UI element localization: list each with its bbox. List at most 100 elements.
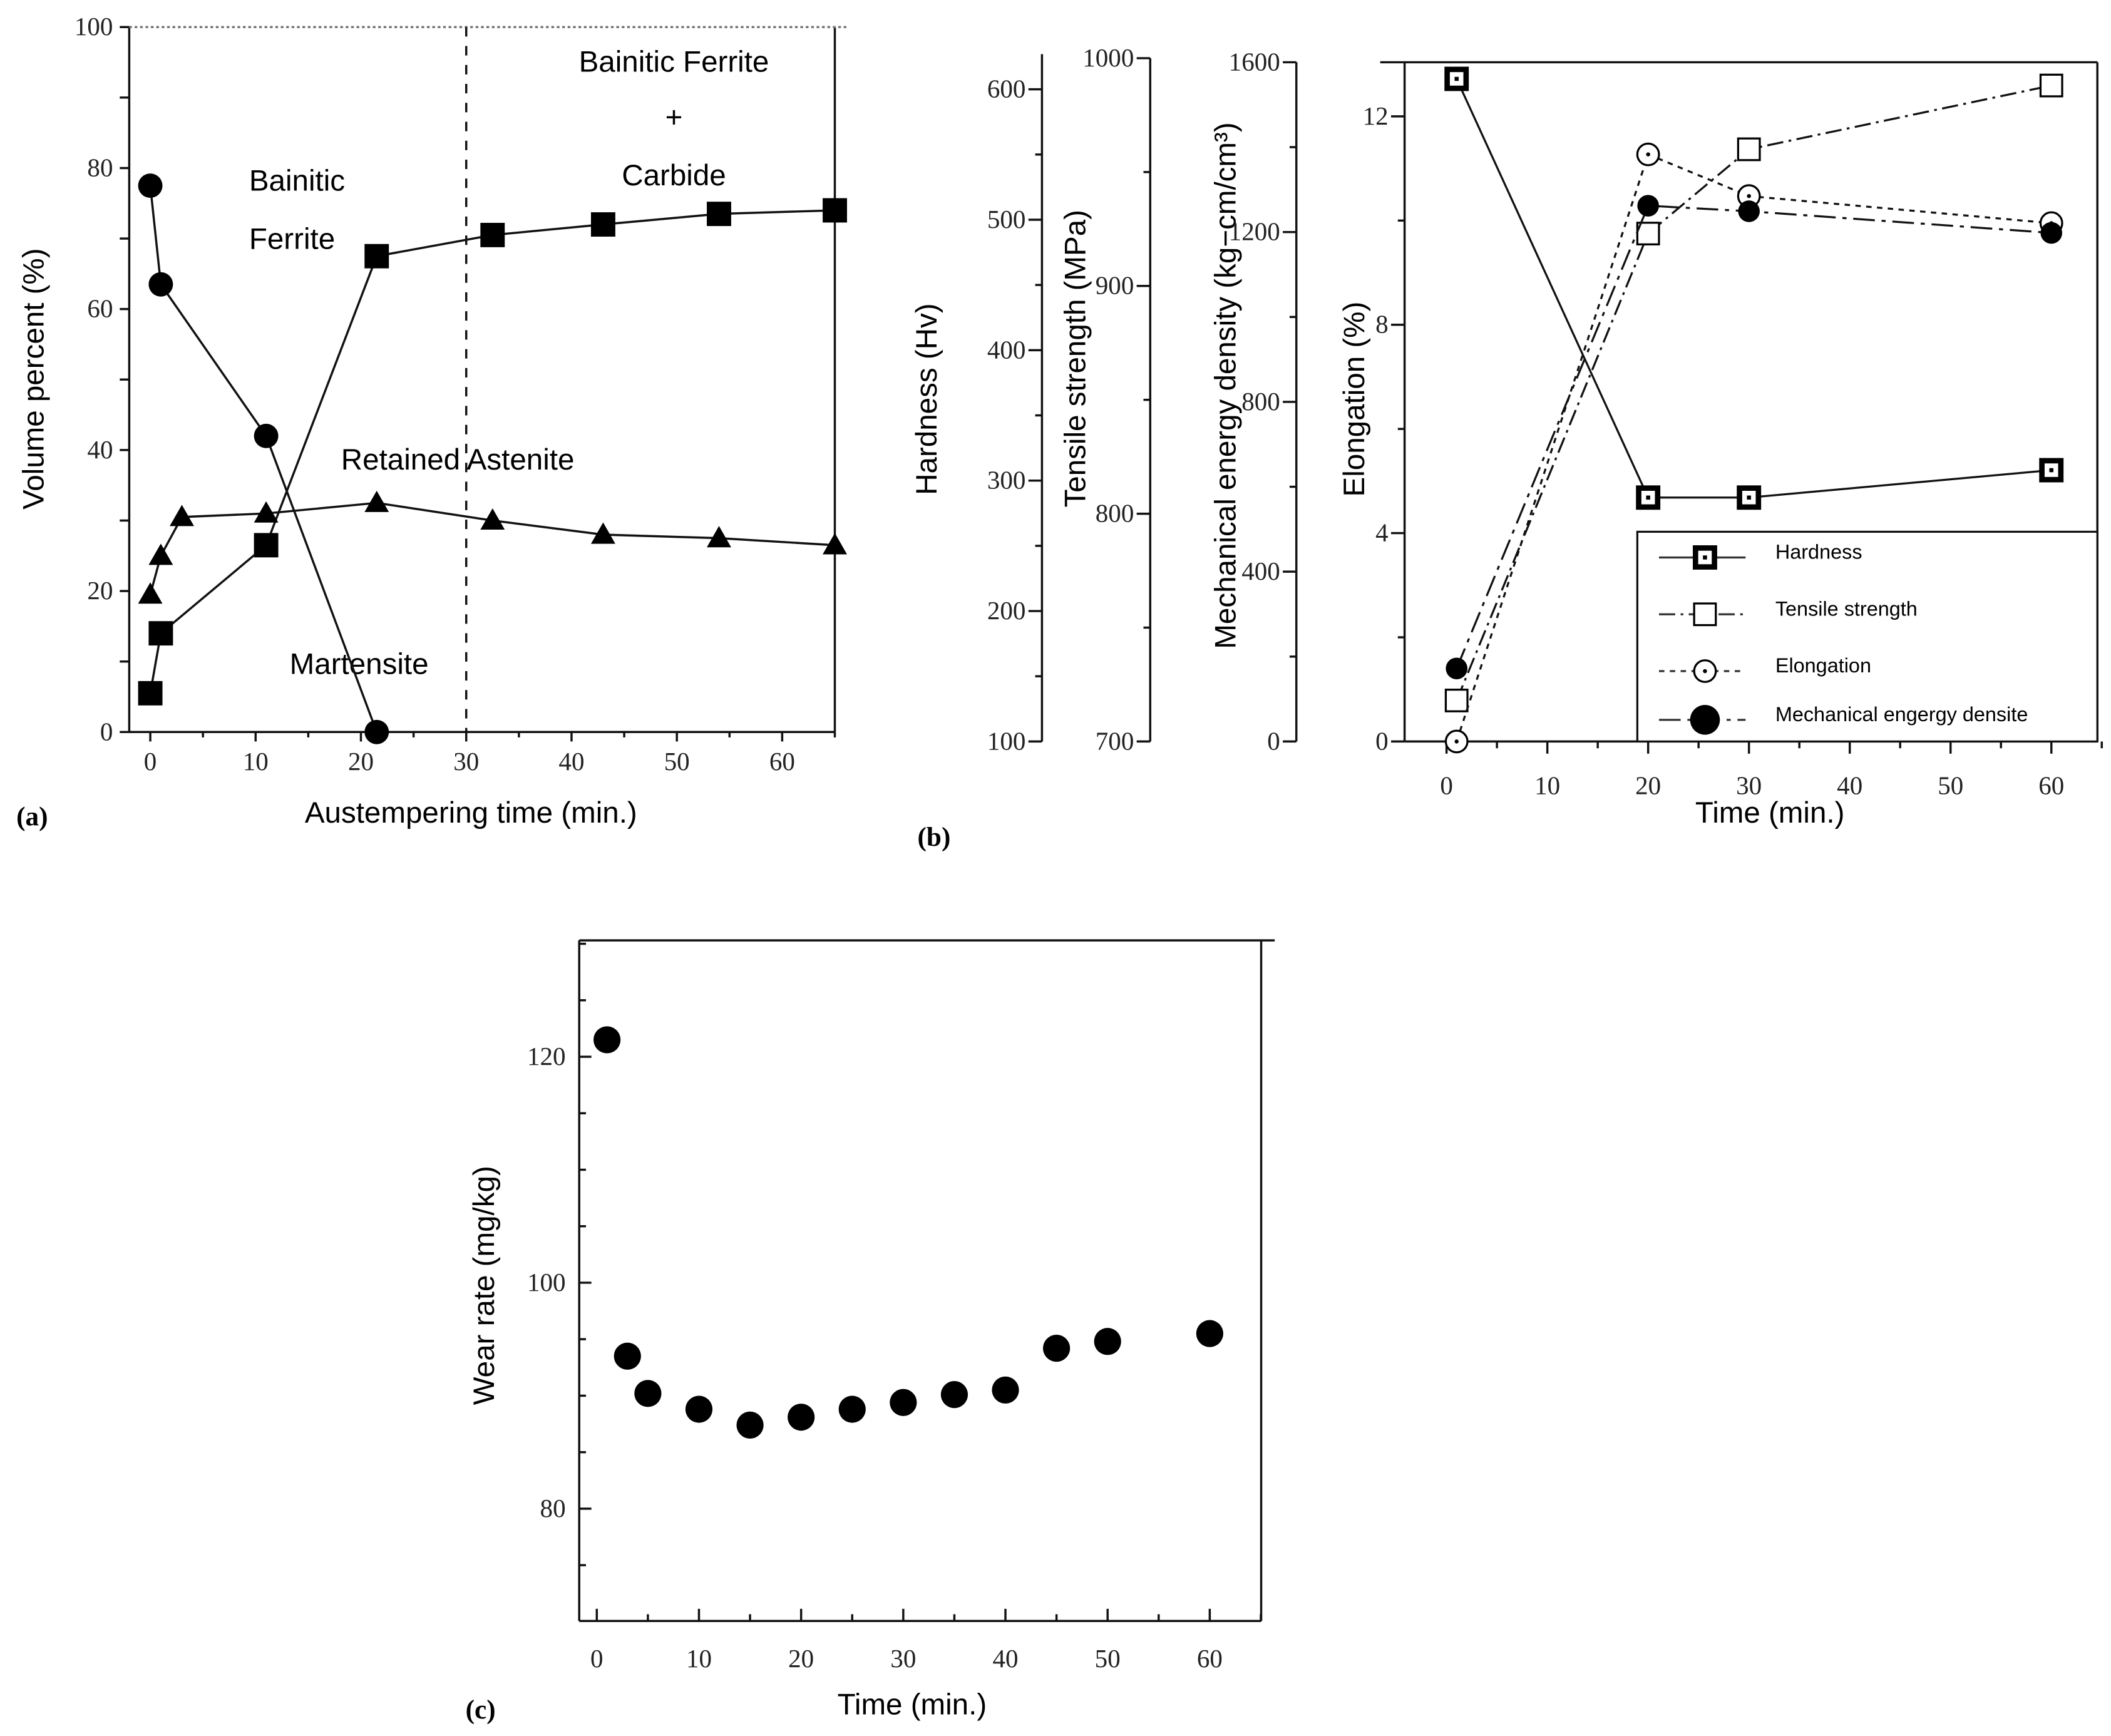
y-tick-label-energy: 800 [1241,387,1280,416]
data-point-triangle [590,522,615,544]
data-point-triangle [364,490,389,512]
y-axis-title-a: Volume percent (%) [17,248,50,509]
y-axis-title-hardness: Hardness (Hv) [910,303,943,495]
data-point-center [1747,495,1751,500]
data-point-center [1646,495,1650,500]
y-tick-label-hardness: 200 [987,596,1026,625]
x-tick-label: 60 [769,747,795,776]
legend-label: Elongation [1775,654,1871,677]
legend-label: Hardness [1775,541,1862,563]
data-point-center [2049,468,2053,473]
x-tick-label: 50 [664,747,690,776]
y-tick-label: 100 [527,1268,566,1297]
y-tick-label-tensile: 1000 [1082,43,1134,72]
data-point-triangle [148,543,173,565]
data-point-circle [1446,657,1468,680]
x-tick-label: 60 [1197,1644,1223,1673]
y-tick-label-elongation: 4 [1375,518,1389,547]
y-tick-label-elongation: 8 [1375,310,1389,339]
data-point-circle [788,1404,815,1431]
x-tick-label: 10 [243,747,269,776]
x-tick-label: 60 [2038,771,2064,800]
series-line-hardness [1456,78,2052,499]
data-point-square [364,244,389,269]
y-tick-label: 60 [87,294,113,323]
x-tick-label: 20 [348,747,374,776]
legend-label: Tensile strength [1775,597,1918,620]
x-tick-label: 40 [1837,771,1862,800]
y-tick-label-energy: 400 [1241,557,1280,585]
data-point-circle [838,1395,866,1423]
data-point-center [1646,152,1650,157]
y-axis-title-elongation: Elongation (%) [1338,302,1371,497]
x-axis-title-c: Time (min.) [838,1688,987,1721]
y-tick-label-hardness: 500 [987,205,1026,234]
x-tick-label: 0 [590,1644,604,1673]
data-point-circle [940,1381,968,1409]
data-point-center [1747,193,1751,198]
x-tick-label: 30 [1736,771,1762,800]
data-point-circle [1196,1320,1224,1347]
panel-a: (a) Austempering time (min.) Volume perc… [16,12,849,831]
data-point-center [1703,555,1707,560]
data-point-triangle [707,526,731,548]
data-point-center [1454,76,1459,81]
data-point-circle [1738,200,1760,222]
data-point-triangle [480,508,505,530]
series-line-bainitic-ferrite [149,209,835,694]
y-tick-label: 80 [87,153,113,182]
x-tick-label: 50 [1095,1644,1121,1673]
y-tick-label-tensile: 800 [1096,499,1134,528]
y-tick-label-hardness: 400 [987,335,1026,364]
data-point-bold-square [2039,458,2064,483]
data-point-bold-square [1444,66,1469,91]
panel-label-c: (c) [466,1695,496,1725]
legend: Hardness Tensile strength Elongation Mechan… [1636,530,2098,743]
y-tick-label: 120 [527,1042,566,1071]
data-point-center [1454,739,1459,744]
data-point-triangle [170,505,194,526]
y-tick-label-hardness: 100 [987,726,1026,755]
data-point-circle [736,1411,764,1439]
x-tick-label: 10 [1534,771,1560,800]
x-tick-label: 40 [558,747,584,776]
annotation-martensite: Martensite [290,647,429,681]
y-tick-label-energy: 1600 [1229,47,1280,76]
annotation-carbide: Carbide [622,159,726,192]
annotation-bainitic: Bainitic [249,165,345,198]
data-point-circle [1043,1335,1071,1362]
panel-c: (c) Time (min.) Wear rate (mg/kg) 801001… [466,939,1275,1725]
annotation-ferrite: Ferrite [249,223,335,256]
data-point-circle [1690,705,1720,735]
data-point-square [480,222,505,247]
data-point-triangle [138,582,163,604]
data-point-circle [593,1026,621,1054]
panel-label-a: (a) [16,801,48,831]
data-point-open-square [1693,602,1717,627]
y-tick-label: 20 [87,576,113,605]
data-point-open-square [1737,137,1761,162]
y-tick-label-energy: 1200 [1229,217,1280,246]
legend-label: Mechanical engergy densite [1775,703,2028,726]
y-axis-title-tensile: Tensile strength (MPa) [1059,210,1092,507]
y-tick-label-energy: 0 [1267,726,1280,755]
data-point-circle [138,173,163,198]
data-point-square [590,212,615,237]
y-axis-title-c: Wear rate (mg/kg) [468,1166,501,1405]
x-tick-label: 0 [1440,771,1453,800]
y-axis-title-energy: Mechanical energy density (kg−cm/cm³) [1209,122,1242,649]
data-point-square [254,533,279,558]
series-line-tensile [1456,85,2052,701]
data-point-circle [254,423,279,448]
data-point-triangle [254,501,279,523]
y-tick-label: 0 [100,717,113,746]
x-tick-label: 20 [788,1644,814,1673]
data-point-circle [614,1342,641,1370]
annotation-retained-astenite: Retained Astenite [341,443,575,476]
data-point-circle [148,272,173,297]
data-point-open-square [2039,73,2063,98]
panel-label-b: (b) [918,822,951,852]
y-tick-label: 40 [87,435,113,464]
panel-b: (b) Time (min.) Hardness (Hv) Tensile st… [910,43,2103,852]
data-point-circle [890,1389,917,1416]
